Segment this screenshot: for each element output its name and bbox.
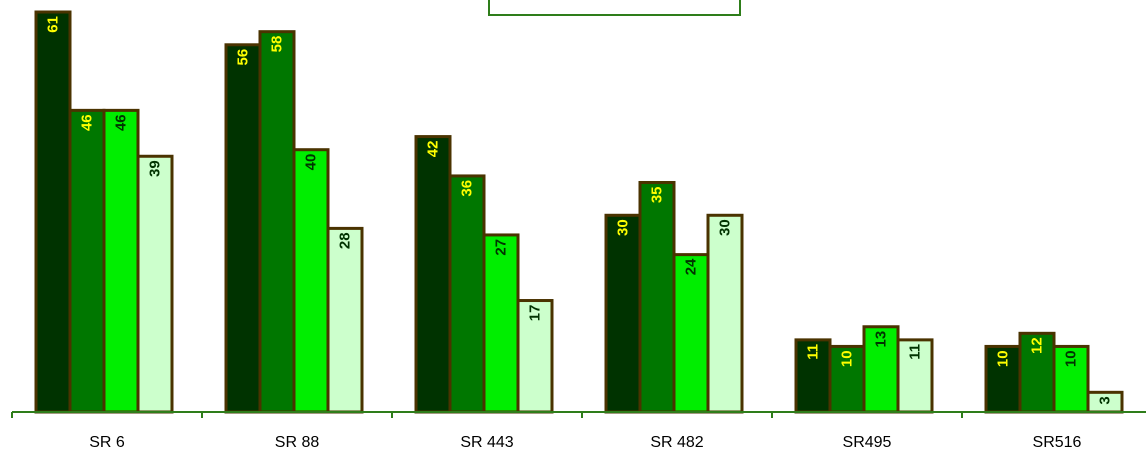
data-label-6-1: 10 [995, 350, 1012, 367]
data-label-2-3: 40 [303, 154, 320, 171]
bar-4-1 [604, 213, 642, 414]
category-label-4: SR 482 [650, 434, 703, 451]
data-label-4-3: 24 [683, 258, 700, 275]
legend-box [488, 0, 741, 16]
data-label-3-1: 42 [425, 141, 442, 158]
bar-3-3 [482, 233, 520, 414]
data-label-6-3: 10 [1063, 350, 1080, 367]
bar-3-2 [448, 174, 486, 414]
bar-3-1 [414, 135, 452, 414]
bar-2-3 [292, 148, 330, 414]
data-label-5-2: 10 [839, 350, 856, 367]
data-label-2-1: 56 [235, 49, 252, 66]
data-label-6-2: 12 [1029, 337, 1046, 354]
category-label-6: SR516 [1033, 434, 1082, 451]
category-label-2: SR 88 [275, 434, 320, 451]
data-label-6-4: 3 [1097, 396, 1114, 404]
category-label-3: SR 443 [460, 434, 513, 451]
bar-5-3 [862, 325, 900, 414]
data-label-4-4: 30 [717, 219, 734, 236]
data-label-1-1: 61 [45, 16, 62, 33]
data-label-3-2: 36 [459, 180, 476, 197]
bar-4-3 [672, 253, 710, 414]
data-label-5-3: 13 [873, 331, 890, 348]
category-label-1: SR 6 [89, 434, 125, 451]
data-label-1-3: 46 [113, 114, 130, 131]
bar-2-2 [258, 30, 296, 414]
data-label-1-4: 39 [147, 160, 164, 177]
bar-3-4 [516, 299, 554, 414]
bar-6-2 [1018, 331, 1056, 414]
data-label-3-4: 17 [527, 305, 544, 322]
data-label-1-2: 46 [79, 114, 96, 131]
bar-2-4 [326, 226, 364, 414]
data-label-4-2: 35 [649, 186, 666, 203]
bar-4-2 [638, 180, 676, 414]
bar-1-3 [102, 108, 140, 414]
bar-2-1 [224, 43, 262, 414]
bar-1-2 [68, 108, 106, 414]
data-label-2-4: 28 [337, 232, 354, 249]
data-label-5-1: 11 [805, 344, 822, 360]
data-label-4-1: 30 [615, 219, 632, 236]
bar-1-4 [136, 154, 174, 414]
data-label-5-4: 11 [907, 344, 924, 360]
bar-1-1 [34, 10, 72, 414]
data-label-3-3: 27 [493, 239, 510, 256]
data-label-2-2: 58 [269, 36, 286, 53]
bar-4-4 [706, 213, 744, 414]
category-label-5: SR495 [843, 434, 892, 451]
